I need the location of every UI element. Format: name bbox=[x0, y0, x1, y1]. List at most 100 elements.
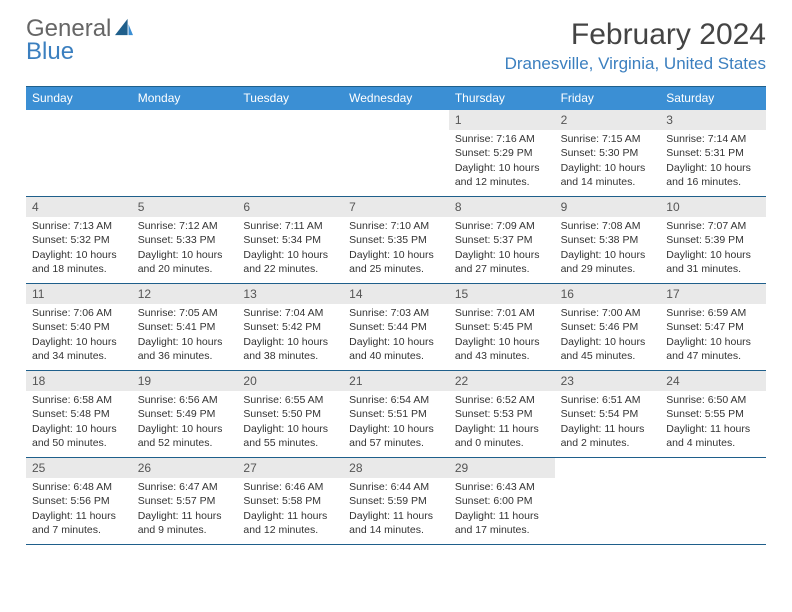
daylight-text: Daylight: 10 hours and 18 minutes. bbox=[32, 248, 126, 276]
day-details: Sunrise: 6:51 AMSunset: 5:54 PMDaylight:… bbox=[555, 391, 661, 454]
day-cell: 29Sunrise: 6:43 AMSunset: 6:00 PMDayligh… bbox=[449, 458, 555, 544]
day-number bbox=[132, 110, 238, 130]
sunrise-text: Sunrise: 6:48 AM bbox=[32, 480, 126, 494]
sunset-text: Sunset: 5:44 PM bbox=[349, 320, 443, 334]
day-number: 17 bbox=[660, 284, 766, 304]
day-cell: 6Sunrise: 7:11 AMSunset: 5:34 PMDaylight… bbox=[237, 197, 343, 283]
sunrise-text: Sunrise: 7:04 AM bbox=[243, 306, 337, 320]
sunset-text: Sunset: 5:35 PM bbox=[349, 233, 443, 247]
sunset-text: Sunset: 5:54 PM bbox=[561, 407, 655, 421]
sunrise-text: Sunrise: 6:54 AM bbox=[349, 393, 443, 407]
weekday-header-row: Sunday Monday Tuesday Wednesday Thursday… bbox=[26, 87, 766, 110]
week-row: 18Sunrise: 6:58 AMSunset: 5:48 PMDayligh… bbox=[26, 371, 766, 458]
sunrise-text: Sunrise: 6:52 AM bbox=[455, 393, 549, 407]
day-details: Sunrise: 6:52 AMSunset: 5:53 PMDaylight:… bbox=[449, 391, 555, 454]
daylight-text: Daylight: 10 hours and 43 minutes. bbox=[455, 335, 549, 363]
day-details: Sunrise: 7:12 AMSunset: 5:33 PMDaylight:… bbox=[132, 217, 238, 280]
daylight-text: Daylight: 10 hours and 57 minutes. bbox=[349, 422, 443, 450]
daylight-text: Daylight: 10 hours and 20 minutes. bbox=[138, 248, 232, 276]
sunset-text: Sunset: 5:57 PM bbox=[138, 494, 232, 508]
day-details: Sunrise: 7:11 AMSunset: 5:34 PMDaylight:… bbox=[237, 217, 343, 280]
sunrise-text: Sunrise: 7:00 AM bbox=[561, 306, 655, 320]
day-details: Sunrise: 7:05 AMSunset: 5:41 PMDaylight:… bbox=[132, 304, 238, 367]
daylight-text: Daylight: 11 hours and 2 minutes. bbox=[561, 422, 655, 450]
sunrise-text: Sunrise: 7:12 AM bbox=[138, 219, 232, 233]
daylight-text: Daylight: 10 hours and 14 minutes. bbox=[561, 161, 655, 189]
daylight-text: Daylight: 10 hours and 16 minutes. bbox=[666, 161, 760, 189]
daylight-text: Daylight: 10 hours and 45 minutes. bbox=[561, 335, 655, 363]
sunrise-text: Sunrise: 7:05 AM bbox=[138, 306, 232, 320]
daylight-text: Daylight: 10 hours and 22 minutes. bbox=[243, 248, 337, 276]
sunrise-text: Sunrise: 6:50 AM bbox=[666, 393, 760, 407]
day-cell: 8Sunrise: 7:09 AMSunset: 5:37 PMDaylight… bbox=[449, 197, 555, 283]
day-details: Sunrise: 7:13 AMSunset: 5:32 PMDaylight:… bbox=[26, 217, 132, 280]
day-number: 13 bbox=[237, 284, 343, 304]
month-title: February 2024 bbox=[505, 18, 766, 52]
day-number: 29 bbox=[449, 458, 555, 478]
week-row: 25Sunrise: 6:48 AMSunset: 5:56 PMDayligh… bbox=[26, 458, 766, 545]
sunset-text: Sunset: 5:47 PM bbox=[666, 320, 760, 334]
daylight-text: Daylight: 11 hours and 9 minutes. bbox=[138, 509, 232, 537]
day-details: Sunrise: 7:06 AMSunset: 5:40 PMDaylight:… bbox=[26, 304, 132, 367]
sunset-text: Sunset: 5:42 PM bbox=[243, 320, 337, 334]
day-number: 18 bbox=[26, 371, 132, 391]
day-number: 25 bbox=[26, 458, 132, 478]
day-details: Sunrise: 7:01 AMSunset: 5:45 PMDaylight:… bbox=[449, 304, 555, 367]
daylight-text: Daylight: 11 hours and 7 minutes. bbox=[32, 509, 126, 537]
day-cell: 24Sunrise: 6:50 AMSunset: 5:55 PMDayligh… bbox=[660, 371, 766, 457]
day-cell bbox=[660, 458, 766, 544]
day-cell: 19Sunrise: 6:56 AMSunset: 5:49 PMDayligh… bbox=[132, 371, 238, 457]
daylight-text: Daylight: 10 hours and 12 minutes. bbox=[455, 161, 549, 189]
sunrise-text: Sunrise: 7:01 AM bbox=[455, 306, 549, 320]
day-number: 12 bbox=[132, 284, 238, 304]
sunrise-text: Sunrise: 7:08 AM bbox=[561, 219, 655, 233]
weekday-header: Saturday bbox=[660, 87, 766, 110]
day-cell: 17Sunrise: 6:59 AMSunset: 5:47 PMDayligh… bbox=[660, 284, 766, 370]
day-number: 22 bbox=[449, 371, 555, 391]
day-cell: 13Sunrise: 7:04 AMSunset: 5:42 PMDayligh… bbox=[237, 284, 343, 370]
daylight-text: Daylight: 11 hours and 14 minutes. bbox=[349, 509, 443, 537]
day-number: 1 bbox=[449, 110, 555, 130]
sunrise-text: Sunrise: 6:58 AM bbox=[32, 393, 126, 407]
day-cell: 4Sunrise: 7:13 AMSunset: 5:32 PMDaylight… bbox=[26, 197, 132, 283]
weeks-container: 1Sunrise: 7:16 AMSunset: 5:29 PMDaylight… bbox=[26, 110, 766, 545]
day-cell: 16Sunrise: 7:00 AMSunset: 5:46 PMDayligh… bbox=[555, 284, 661, 370]
day-cell: 27Sunrise: 6:46 AMSunset: 5:58 PMDayligh… bbox=[237, 458, 343, 544]
sunrise-text: Sunrise: 6:55 AM bbox=[243, 393, 337, 407]
weekday-header: Friday bbox=[555, 87, 661, 110]
sunrise-text: Sunrise: 6:44 AM bbox=[349, 480, 443, 494]
day-number: 8 bbox=[449, 197, 555, 217]
sunset-text: Sunset: 5:46 PM bbox=[561, 320, 655, 334]
day-cell: 15Sunrise: 7:01 AMSunset: 5:45 PMDayligh… bbox=[449, 284, 555, 370]
sunset-text: Sunset: 5:53 PM bbox=[455, 407, 549, 421]
day-details: Sunrise: 7:09 AMSunset: 5:37 PMDaylight:… bbox=[449, 217, 555, 280]
weekday-header: Sunday bbox=[26, 87, 132, 110]
day-number: 27 bbox=[237, 458, 343, 478]
day-details: Sunrise: 6:46 AMSunset: 5:58 PMDaylight:… bbox=[237, 478, 343, 541]
daylight-text: Daylight: 10 hours and 27 minutes. bbox=[455, 248, 549, 276]
sunrise-text: Sunrise: 7:14 AM bbox=[666, 132, 760, 146]
day-details: Sunrise: 7:16 AMSunset: 5:29 PMDaylight:… bbox=[449, 130, 555, 193]
sunset-text: Sunset: 5:34 PM bbox=[243, 233, 337, 247]
sunrise-text: Sunrise: 6:56 AM bbox=[138, 393, 232, 407]
day-details: Sunrise: 6:50 AMSunset: 5:55 PMDaylight:… bbox=[660, 391, 766, 454]
day-cell: 20Sunrise: 6:55 AMSunset: 5:50 PMDayligh… bbox=[237, 371, 343, 457]
sunrise-text: Sunrise: 7:16 AM bbox=[455, 132, 549, 146]
daylight-text: Daylight: 10 hours and 50 minutes. bbox=[32, 422, 126, 450]
logo: GeneralBlue bbox=[26, 18, 135, 64]
sunrise-text: Sunrise: 7:11 AM bbox=[243, 219, 337, 233]
day-number bbox=[343, 110, 449, 130]
sunrise-text: Sunrise: 7:03 AM bbox=[349, 306, 443, 320]
sunset-text: Sunset: 5:38 PM bbox=[561, 233, 655, 247]
sunset-text: Sunset: 5:33 PM bbox=[138, 233, 232, 247]
sunset-text: Sunset: 6:00 PM bbox=[455, 494, 549, 508]
daylight-text: Daylight: 11 hours and 4 minutes. bbox=[666, 422, 760, 450]
day-cell: 9Sunrise: 7:08 AMSunset: 5:38 PMDaylight… bbox=[555, 197, 661, 283]
day-cell: 12Sunrise: 7:05 AMSunset: 5:41 PMDayligh… bbox=[132, 284, 238, 370]
sunset-text: Sunset: 5:30 PM bbox=[561, 146, 655, 160]
day-cell: 21Sunrise: 6:54 AMSunset: 5:51 PMDayligh… bbox=[343, 371, 449, 457]
sunset-text: Sunset: 5:45 PM bbox=[455, 320, 549, 334]
day-cell: 23Sunrise: 6:51 AMSunset: 5:54 PMDayligh… bbox=[555, 371, 661, 457]
sunset-text: Sunset: 5:41 PM bbox=[138, 320, 232, 334]
day-details: Sunrise: 6:43 AMSunset: 6:00 PMDaylight:… bbox=[449, 478, 555, 541]
